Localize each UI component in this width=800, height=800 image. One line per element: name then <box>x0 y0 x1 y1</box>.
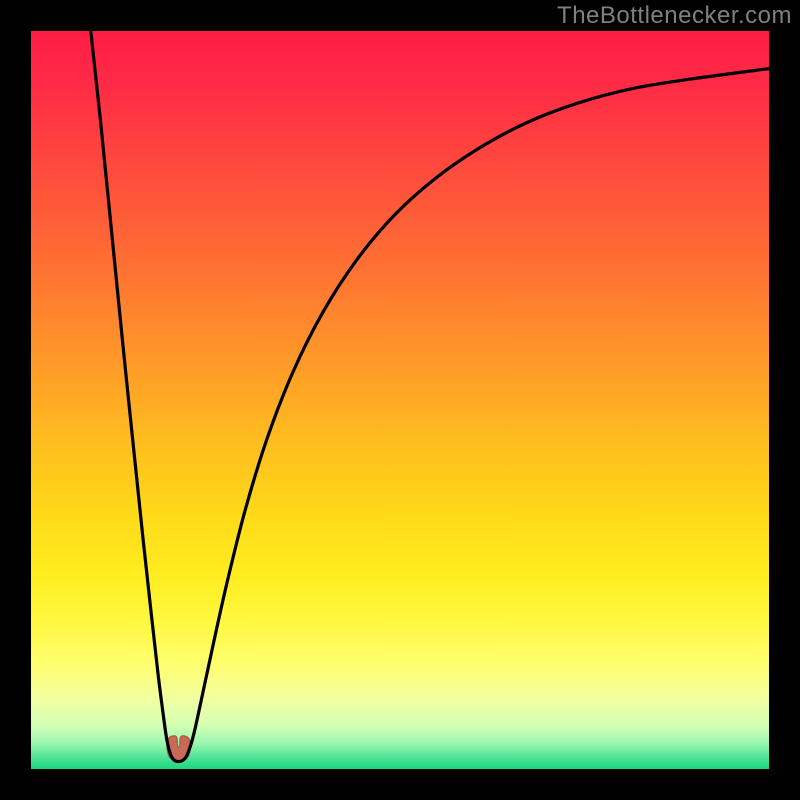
chart-background <box>31 31 769 769</box>
watermark-text: TheBottlenecker.com <box>557 2 792 30</box>
chart-stage: TheBottlenecker.com <box>0 0 800 800</box>
bottleneck-chart <box>0 0 800 800</box>
